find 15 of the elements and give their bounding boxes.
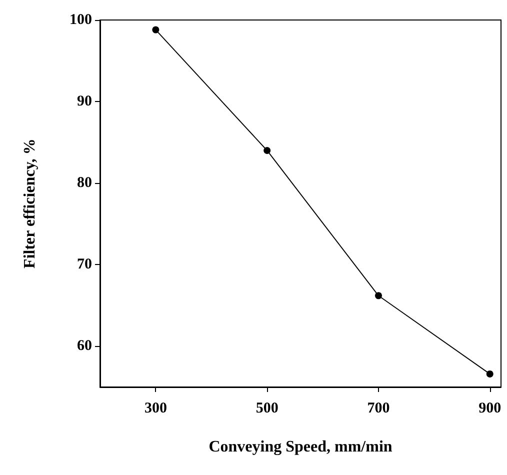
x-axis-title: Conveying Speed, mm/min (208, 438, 392, 456)
x-tick-label: 500 (256, 400, 278, 416)
point (264, 146, 271, 154)
y-tick-label: 80 (77, 175, 92, 192)
x-tick-label: 900 (478, 400, 502, 416)
x-tick-label: 700 (367, 400, 390, 416)
y-tick-label: 60 (77, 338, 92, 354)
y-tick-label: 70 (77, 256, 92, 273)
y-tick-label: 100 (70, 12, 92, 28)
point (152, 26, 160, 34)
y-tick-label: 90 (77, 94, 92, 110)
point (374, 292, 382, 300)
x-tick-label: 300 (144, 400, 167, 416)
point (486, 370, 494, 378)
y-axis-title: Filter efficiency, % (22, 138, 38, 268)
